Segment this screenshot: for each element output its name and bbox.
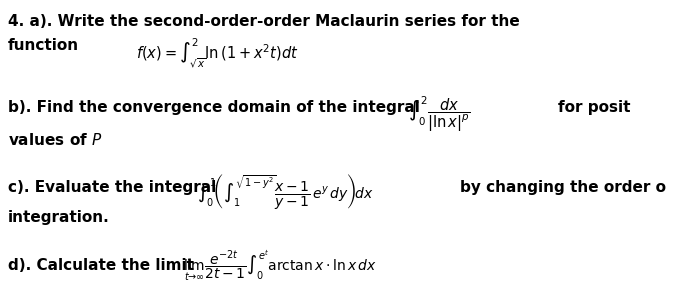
Text: $\lim_{t \to \infty} \dfrac{e^{-2t}}{2t-1} \int_{0}^{e^{t}} \arctan x \cdot \ln : $\lim_{t \to \infty} \dfrac{e^{-2t}}{2t-… xyxy=(183,248,377,283)
Text: b). Find the convergence domain of the integral: b). Find the convergence domain of the i… xyxy=(8,100,419,115)
Text: by changing the order o: by changing the order o xyxy=(460,180,666,195)
Text: $\int_{0}^{1}\!\left(\int_{1}^{\sqrt{1-y^2}} \dfrac{x-1}{y-1}\,e^{y}\,dy\right)\: $\int_{0}^{1}\!\left(\int_{1}^{\sqrt{1-y… xyxy=(197,172,374,211)
Text: for posit: for posit xyxy=(558,100,631,115)
Text: values of $P$: values of $P$ xyxy=(8,132,102,148)
Text: integration.: integration. xyxy=(8,210,109,225)
Text: function: function xyxy=(8,38,78,53)
Text: 4. a). Write the second-order-order Maclaurin series for the: 4. a). Write the second-order-order Macl… xyxy=(8,14,519,29)
Text: c). Evaluate the integral: c). Evaluate the integral xyxy=(8,180,216,195)
Text: $f(x) = \int_{\sqrt{x}}^{2} \ln\left(1 + x^2 t\right) dt$: $f(x) = \int_{\sqrt{x}}^{2} \ln\left(1 +… xyxy=(136,36,299,70)
Text: $\int_{0}^{2} \dfrac{dx}{|\ln x|^{p}}$: $\int_{0}^{2} \dfrac{dx}{|\ln x|^{p}}$ xyxy=(408,95,470,134)
Text: d). Calculate the limit: d). Calculate the limit xyxy=(8,258,193,273)
